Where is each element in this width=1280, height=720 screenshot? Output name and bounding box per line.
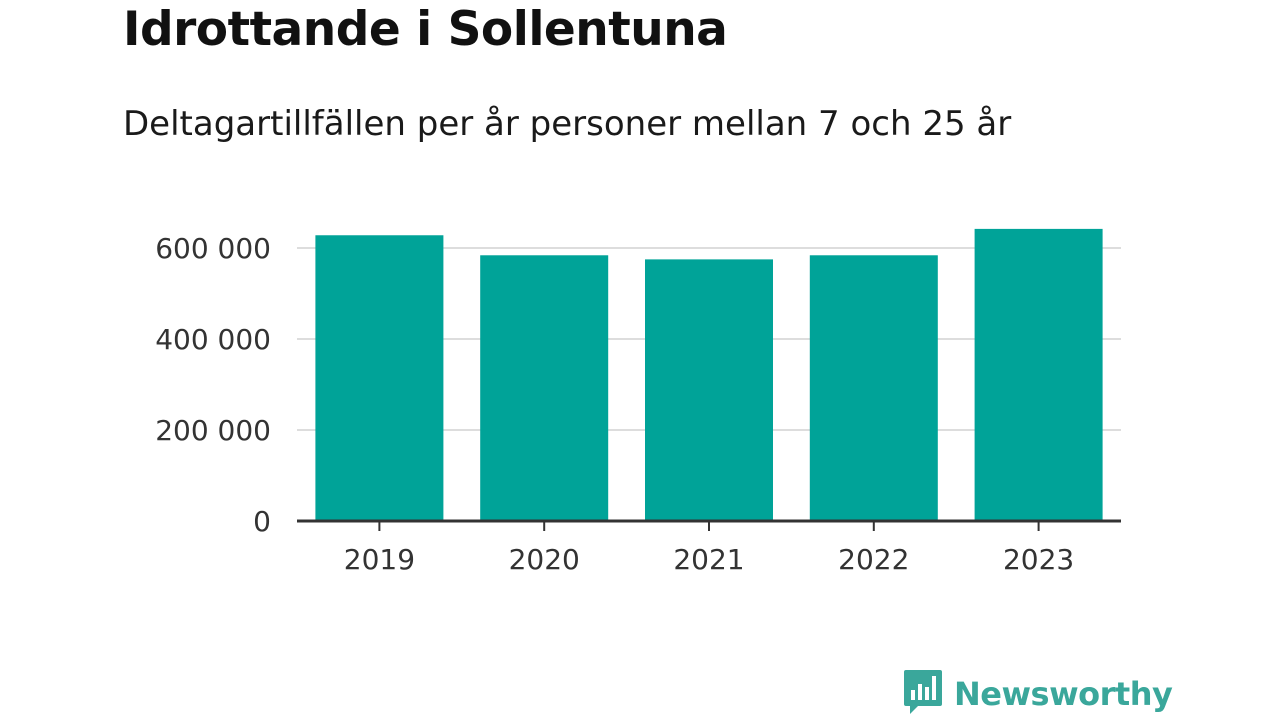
bar-2022 (809, 255, 938, 521)
y-tick-label: 200 000 (155, 414, 271, 447)
brand-name: Newsworthy (954, 675, 1173, 713)
x-axis: 2019 2020 2021 2022 2023 (297, 519, 1121, 576)
x-tick-label: 2022 (838, 543, 909, 576)
brand-logo: Newsworthy (902, 668, 1173, 720)
bar-2023 (974, 228, 1103, 521)
bar-2021 (645, 259, 773, 521)
bars (315, 228, 1103, 521)
y-tick-label: 600 000 (155, 232, 271, 265)
chart-subtitle: Deltagartillfällen per år personer mella… (123, 104, 1012, 144)
x-tick-label: 2021 (673, 543, 744, 576)
y-tick-label: 0 (253, 505, 271, 538)
y-axis-tick-labels: 0 200 000 400 000 600 000 (155, 232, 271, 538)
bar-2020 (480, 255, 609, 521)
bar-2019 (315, 235, 444, 521)
x-tick-label: 2023 (1003, 543, 1074, 576)
x-tick-label: 2020 (509, 543, 580, 576)
chart-title: Idrottande i Sollentuna (123, 2, 728, 57)
x-tick-label: 2019 (344, 543, 415, 576)
newsworthy-logo-icon (902, 668, 944, 720)
y-tick-label: 400 000 (155, 323, 271, 356)
